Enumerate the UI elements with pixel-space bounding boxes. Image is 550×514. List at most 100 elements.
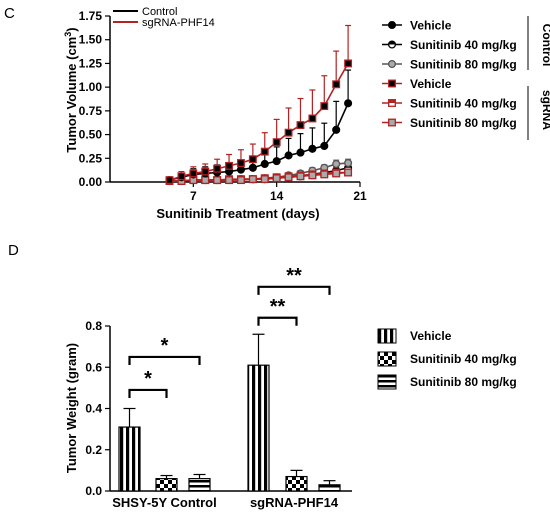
data-point [320,170,329,179]
data-point [344,59,353,68]
data-point [177,172,186,181]
top-legend-label: sgRNA-PHF14 [142,17,215,29]
data-point [236,165,246,174]
data-point [225,176,233,185]
group-label-sgrna: sgRNA [540,90,550,130]
y-tick-label: 0.00 [79,175,103,189]
bar [318,484,341,492]
data-point [296,172,305,181]
data-point [248,155,257,164]
data-point [332,80,341,89]
data-point [332,159,341,169]
y-tick-label: 1.75 [79,9,103,23]
tumor-weight-bar-chart: 0.0 0.2 0.4 0.6 0.8 SHSY-5Y Control sgRNA-PHF1… [64,265,517,510]
y-tick-label: 0.4 [85,402,102,416]
legend-label: Sunitinib 80 mg/kg [410,58,517,72]
data-point [260,159,269,169]
data-point [320,102,329,111]
data-point [308,114,317,123]
y-tick-label: 0.6 [85,360,102,374]
bar-chart-bars [118,333,341,492]
data-point [201,167,210,176]
legend-marker [387,59,397,69]
group-label-control: Control [540,24,550,67]
data-point [237,159,245,167]
legend-swatch [377,351,397,367]
x-tick-label: 14 [270,189,284,203]
category-label: SHSY-5Y Control [112,495,217,510]
data-point [320,141,329,151]
bar [188,478,211,492]
data-point [237,176,245,185]
y-tick-label: 0.50 [79,128,103,142]
data-point [248,163,257,172]
significance-stars: ** [286,265,302,287]
data-point [213,164,222,173]
panel-label-d: D [8,242,19,259]
legend-label: Sunitinib 80 mg/kg [410,116,517,130]
bar [247,364,270,492]
significance-bracket [128,388,168,398]
legend-marker-fill [388,99,396,103]
data-point [284,128,293,137]
y-tick-label: 0.0 [85,484,102,498]
y-tick-label: 0.8 [85,319,102,333]
legend-marker [388,118,396,127]
data-point [344,168,353,177]
series-line [169,171,349,182]
y-tick-label: 1.00 [79,80,103,94]
data-point [332,169,341,178]
legend-label: Sunitinib 40 mg/kg [410,38,517,52]
data-point [344,158,353,168]
significance-bracket [257,316,298,326]
x-axis-title-days: Sunitinib Treatment (days) [156,206,319,221]
y-tick-label: 0.25 [79,151,103,165]
category-label: sgRNA-PHF14 [250,495,339,510]
data-point [272,138,281,147]
bar [118,426,141,492]
y-tick-label: 0.75 [79,104,103,118]
legend-marker [387,20,397,30]
data-point [272,174,281,183]
legend-label: Sunitinib 40 mg/kg [410,97,517,111]
line-chart-axes: 0.00 0.25 0.50 0.75 1.00 1.25 1.50 1.75 7 14 21 [79,9,367,203]
y-tick-label: 1.25 [79,56,103,70]
data-point [332,125,341,134]
legend-label: Vehicle [410,19,452,33]
bar-chart-axes: 0.0 0.2 0.4 0.6 0.8 SHSY-5Y Control sgRNA-PHF1… [85,319,352,510]
line-chart-series [165,24,353,186]
legend-label: Sunitinib 40 mg/kg [410,352,517,366]
data-point [201,176,210,185]
y-axis-title-volume: Tumor Volume (cm3) [63,27,79,152]
x-tick-label: 21 [353,189,367,203]
significance-stars: * [144,368,152,390]
data-point [296,148,305,157]
legend-marker-fill [388,41,396,45]
data-point [189,169,198,178]
data-point [296,121,305,130]
data-point [308,171,317,180]
data-point [260,147,269,156]
significance-stars: * [161,335,169,357]
series-sgrna-3 [165,24,353,185]
bar-chart-legend: Vehicle Sunitinib 40 mg/kg Sunitinib 80 mg… [377,328,517,390]
legend-swatch [377,374,397,390]
data-point [248,175,257,184]
y-tick-label: 0.2 [85,443,102,457]
panel-label-c: C [4,5,15,22]
x-tick-label: 7 [190,189,197,203]
y-tick-label: 1.50 [79,33,103,47]
data-point [344,99,353,108]
significance-brackets: ****** [128,265,331,398]
data-point [165,176,174,185]
top-legend-label: Control [142,6,177,18]
data-point [260,175,269,184]
significance-stars: ** [270,296,286,318]
data-point [225,161,233,170]
legend-label: Sunitinib 80 mg/kg [410,375,517,389]
legend-label: Vehicle [410,77,452,91]
legend-label: Vehicle [410,329,452,343]
